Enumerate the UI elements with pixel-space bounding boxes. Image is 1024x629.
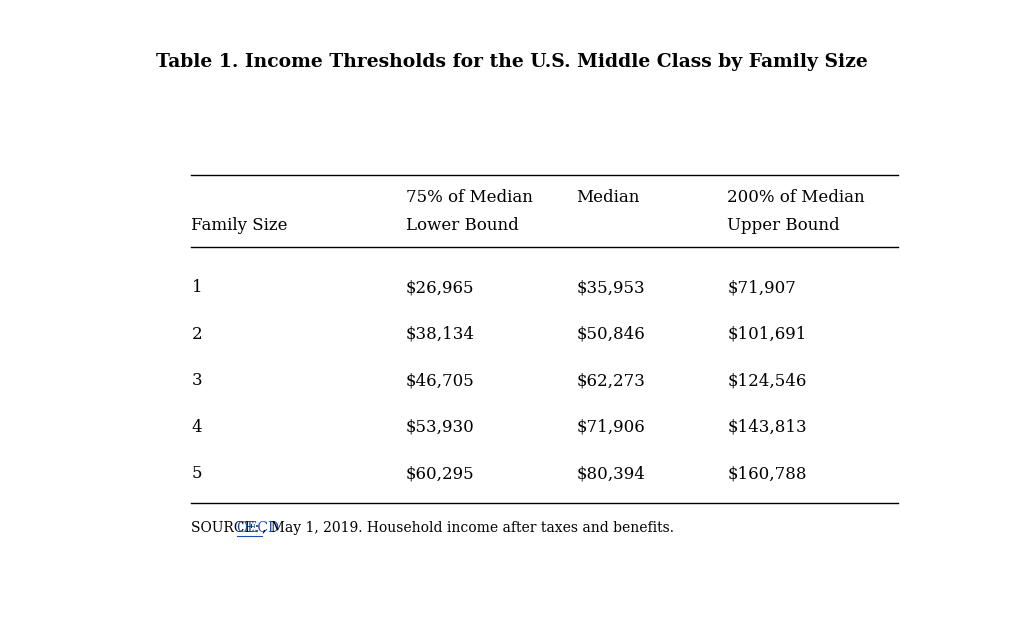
Text: $80,394: $80,394: [577, 465, 645, 482]
Text: $26,965: $26,965: [406, 279, 474, 296]
Text: 4: 4: [191, 419, 202, 436]
Text: 2: 2: [191, 326, 202, 343]
Text: Table 1. Income Thresholds for the U.S. Middle Class by Family Size: Table 1. Income Thresholds for the U.S. …: [156, 53, 868, 72]
Text: 200% of Median: 200% of Median: [727, 189, 865, 206]
Text: $124,546: $124,546: [727, 372, 807, 389]
Text: Family Size: Family Size: [191, 217, 288, 234]
Text: Median: Median: [577, 189, 640, 206]
Text: $50,846: $50,846: [577, 326, 645, 343]
Text: $53,930: $53,930: [406, 419, 474, 436]
Text: 3: 3: [191, 372, 202, 389]
Text: Lower Bound: Lower Bound: [406, 217, 518, 234]
Text: $71,907: $71,907: [727, 279, 796, 296]
Text: $46,705: $46,705: [406, 372, 474, 389]
Text: , May 1, 2019. Household income after taxes and benefits.: , May 1, 2019. Household income after ta…: [262, 521, 674, 535]
Text: $160,788: $160,788: [727, 465, 807, 482]
Text: $101,691: $101,691: [727, 326, 807, 343]
Text: $62,273: $62,273: [577, 372, 645, 389]
Text: $71,906: $71,906: [577, 419, 645, 436]
Text: $60,295: $60,295: [406, 465, 474, 482]
Text: 75% of Median: 75% of Median: [406, 189, 532, 206]
Text: OECD: OECD: [237, 521, 280, 535]
Text: 1: 1: [191, 279, 202, 296]
Text: $35,953: $35,953: [577, 279, 645, 296]
Text: SOURCE:: SOURCE:: [191, 521, 264, 535]
Text: 5: 5: [191, 465, 202, 482]
Text: $38,134: $38,134: [406, 326, 475, 343]
Text: $143,813: $143,813: [727, 419, 807, 436]
Text: Upper Bound: Upper Bound: [727, 217, 840, 234]
